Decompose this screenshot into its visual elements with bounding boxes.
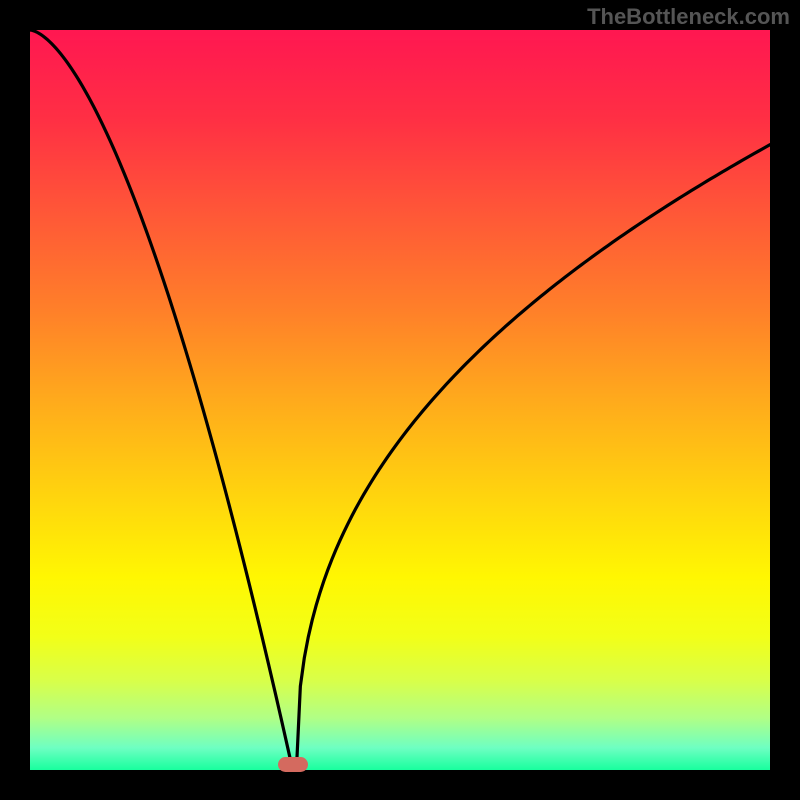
minimum-marker — [278, 757, 308, 772]
plot-area — [30, 30, 770, 770]
bottleneck-curve-path — [30, 30, 770, 770]
chart-outer-frame: TheBottleneck.com — [0, 0, 800, 800]
watermark-text: TheBottleneck.com — [587, 4, 790, 30]
bottleneck-curve — [30, 30, 770, 770]
